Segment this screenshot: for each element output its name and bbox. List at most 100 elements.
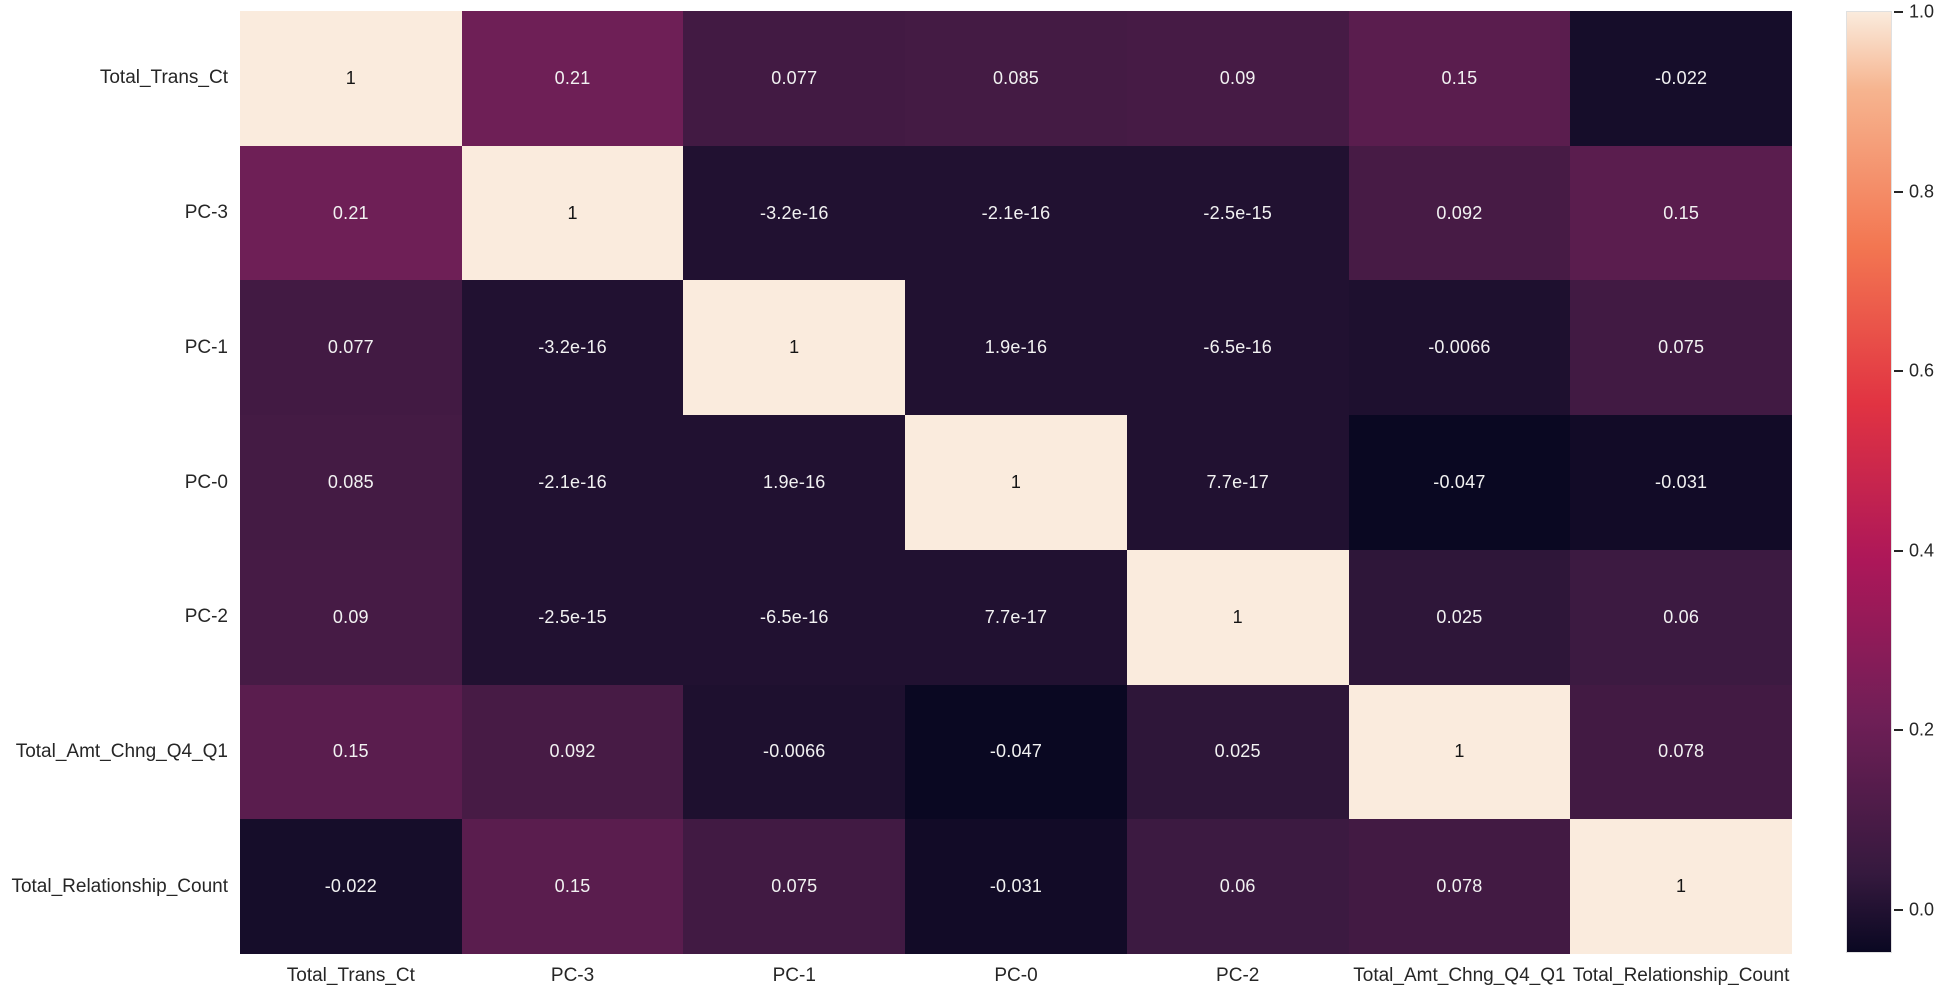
cell-value: 0.078 bbox=[1436, 876, 1483, 897]
cell-value: -0.022 bbox=[324, 876, 377, 897]
cell-value: -2.5e-15 bbox=[538, 606, 607, 627]
cell-value: -2.1e-16 bbox=[981, 202, 1051, 223]
heatmap-cell: 0.092 bbox=[1348, 145, 1571, 281]
cell-value: 1 bbox=[789, 337, 800, 358]
colorbar bbox=[1846, 11, 1892, 953]
heatmap-cell: 1.9e-16 bbox=[905, 280, 1127, 416]
cell-value: -0.031 bbox=[989, 876, 1043, 897]
y-axis-label: PC-1 bbox=[184, 336, 228, 358]
heatmap-cell: -2.5e-15 bbox=[461, 549, 684, 685]
cell-value: 0.09 bbox=[332, 606, 369, 627]
heatmap-cell: -2.1e-16 bbox=[905, 145, 1127, 281]
cell-value: 0.15 bbox=[1663, 202, 1700, 223]
cell-value: 0.092 bbox=[549, 741, 596, 762]
heatmap-cell: 0.09 bbox=[240, 549, 462, 685]
heatmap-cell: 1 bbox=[1570, 819, 1792, 954]
colorbar-tick-label: 0.4 bbox=[1909, 540, 1935, 561]
heatmap-cell: 0.077 bbox=[240, 280, 462, 416]
cell-value: -6.5e-16 bbox=[1203, 337, 1273, 358]
cell-value: -3.2e-16 bbox=[759, 202, 829, 223]
x-axis-label: PC-3 bbox=[550, 965, 595, 986]
heatmap-cell: -6.5e-16 bbox=[683, 549, 906, 685]
cell-value: -2.1e-16 bbox=[538, 471, 607, 492]
x-axis-label: Total_Amt_Chng_Q4_Q1 bbox=[1353, 965, 1566, 986]
y-axis-label: Total_Trans_Ct bbox=[99, 67, 228, 89]
cell-value: 0.21 bbox=[332, 202, 369, 223]
cell-value: 0.15 bbox=[1441, 67, 1478, 88]
heatmap-cell: 0.078 bbox=[1570, 684, 1792, 820]
cell-value: 0.075 bbox=[771, 876, 818, 897]
heatmap-cell: 0.21 bbox=[240, 145, 462, 281]
heatmap-cell: 1 bbox=[461, 145, 684, 281]
heatmap-cell: 1 bbox=[1348, 684, 1571, 820]
heatmap-cell: 1 bbox=[905, 415, 1127, 550]
cell-value: -0.047 bbox=[989, 741, 1043, 762]
cell-value: 1 bbox=[1676, 876, 1687, 897]
colorbar-tick-mark bbox=[1894, 370, 1903, 373]
cell-value: 0.092 bbox=[1436, 202, 1483, 223]
heatmap-cell: 0.092 bbox=[461, 684, 684, 820]
x-axis-label: PC-1 bbox=[772, 965, 816, 986]
heatmap-cell: 0.06 bbox=[1570, 549, 1792, 685]
heatmap-cell: -0.031 bbox=[905, 819, 1127, 954]
cell-value: -3.2e-16 bbox=[538, 337, 607, 358]
heatmap-cell: 0.15 bbox=[1348, 11, 1571, 146]
heatmap-cell: -3.2e-16 bbox=[461, 280, 684, 416]
heatmap-cell: 0.15 bbox=[240, 684, 462, 820]
colorbar-tick-mark bbox=[1894, 729, 1903, 732]
cell-value: -0.0066 bbox=[763, 741, 826, 762]
cell-value: 1 bbox=[567, 202, 578, 223]
cell-value: 0.085 bbox=[327, 471, 374, 492]
heatmap-cell: 7.7e-17 bbox=[905, 549, 1127, 685]
colorbar-tick-label: 0.6 bbox=[1909, 360, 1935, 381]
cell-value: 0.15 bbox=[332, 741, 369, 762]
cell-value: 0.21 bbox=[554, 67, 591, 88]
colorbar-tick-mark bbox=[1894, 908, 1903, 911]
heatmap-cell: -0.047 bbox=[905, 684, 1127, 820]
cell-value: 7.7e-17 bbox=[984, 606, 1048, 627]
heatmap-cell: 0.025 bbox=[1348, 549, 1571, 685]
heatmap-cell: 1.9e-16 bbox=[683, 415, 906, 550]
heatmap-cell: -3.2e-16 bbox=[683, 145, 906, 281]
cell-value: -0.022 bbox=[1655, 67, 1708, 88]
cell-value: 0.085 bbox=[992, 67, 1040, 88]
heatmap-cell: -2.5e-15 bbox=[1126, 145, 1349, 281]
y-axis-label: PC-0 bbox=[184, 471, 228, 493]
heatmap-cell: -0.047 bbox=[1348, 415, 1571, 550]
cell-value: 1 bbox=[1232, 606, 1243, 627]
cell-value: 1.9e-16 bbox=[984, 337, 1048, 358]
heatmap-cell: -6.5e-16 bbox=[1126, 280, 1349, 416]
heatmap-cell: 0.025 bbox=[1126, 684, 1349, 820]
heatmap-cell: -0.0066 bbox=[1348, 280, 1571, 416]
colorbar-tick-label: 0.0 bbox=[1909, 899, 1935, 920]
cell-value: 0.025 bbox=[1436, 606, 1483, 627]
heatmap-grid: 1 0.21 0.077 0.085 0.09 0.15 -0.022 0.21 1 -3.2e-… bbox=[240, 11, 1792, 954]
heatmap-cell: 0.21 bbox=[461, 11, 684, 146]
cell-value: 0.15 bbox=[554, 876, 591, 897]
cell-value: -0.031 bbox=[1655, 471, 1708, 492]
heatmap-cell: 0.085 bbox=[240, 415, 462, 550]
cell-value: -0.047 bbox=[1433, 471, 1486, 492]
cell-value: 7.7e-17 bbox=[1206, 471, 1269, 492]
heatmap-cell: -0.022 bbox=[1570, 11, 1792, 146]
heatmap-cell: 0.15 bbox=[1570, 145, 1792, 281]
cell-value: 0.06 bbox=[1663, 606, 1700, 627]
heatmap-cell: -0.031 bbox=[1570, 415, 1792, 550]
x-axis-label: Total_Relationship_Count bbox=[1572, 965, 1790, 986]
cell-value: 1 bbox=[1010, 471, 1022, 492]
y-axis-label: PC-2 bbox=[184, 606, 228, 628]
heatmap-cell: -0.022 bbox=[240, 819, 462, 954]
y-axis-label: Total_Amt_Chng_Q4_Q1 bbox=[15, 740, 228, 762]
cell-value: -6.5e-16 bbox=[759, 606, 829, 627]
cell-value: 0.09 bbox=[1219, 67, 1256, 88]
colorbar-tick-label: 1.0 bbox=[1909, 1, 1935, 22]
heatmap-cell: 0.078 bbox=[1348, 819, 1571, 954]
heatmap-cell: 1 bbox=[240, 11, 462, 146]
heatmap-cell: 0.077 bbox=[683, 11, 906, 146]
heatmap-cell: 1 bbox=[1126, 549, 1349, 685]
heatmap-cell: 0.09 bbox=[1126, 11, 1349, 146]
y-axis-label: Total_Relationship_Count bbox=[11, 875, 228, 897]
cell-value: 0.06 bbox=[1219, 876, 1256, 897]
heatmap-cell: 0.085 bbox=[905, 11, 1127, 146]
